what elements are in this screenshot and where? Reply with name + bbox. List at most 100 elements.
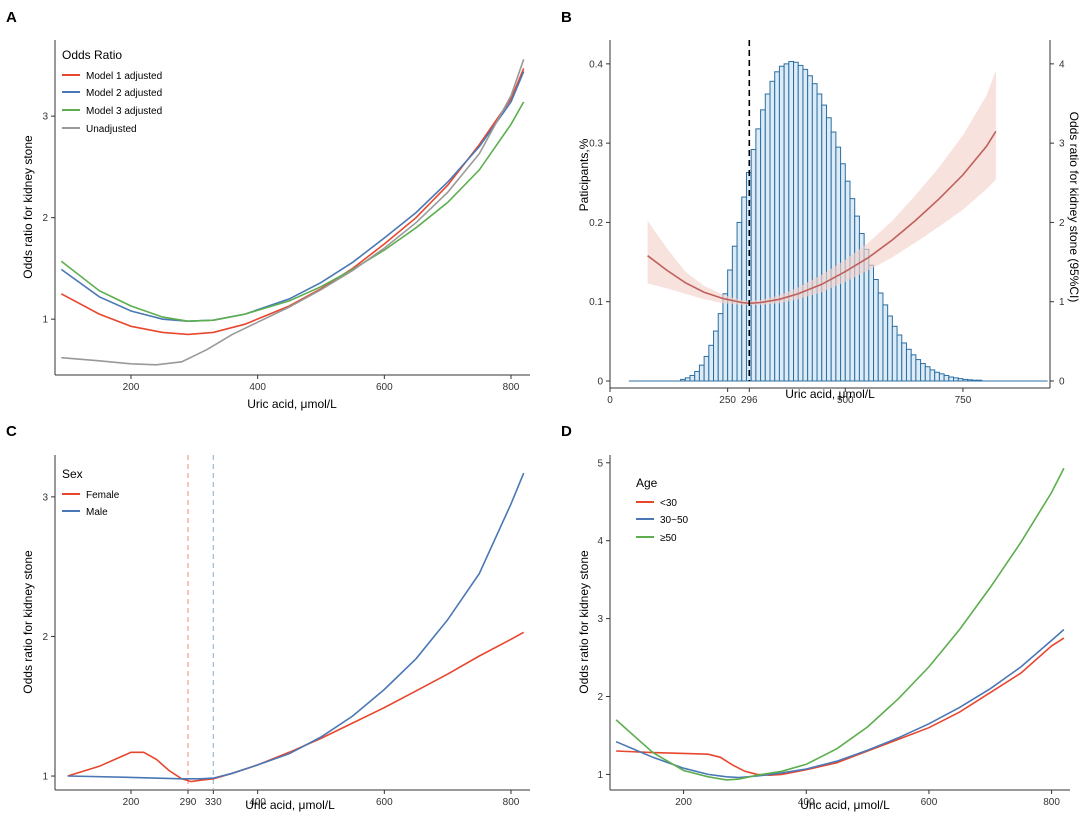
- legend-label-unadjusted: Unadjusted: [86, 124, 137, 135]
- y-axis-title: Odds ratio for kidney stone: [577, 550, 591, 694]
- x-tick-label: 800: [503, 797, 520, 808]
- x-tick-label: 330: [205, 797, 222, 808]
- histogram-bar: [802, 68, 809, 382]
- series-line: [67, 472, 525, 780]
- x-tick-label: 400: [798, 797, 815, 808]
- histogram-bar: [764, 93, 771, 382]
- x-axis-title: Uric acid, μmol/L: [785, 387, 875, 401]
- y-tick-label: 1: [42, 315, 48, 326]
- y-tick-label: 1: [42, 772, 48, 783]
- histogram-bar: [731, 245, 738, 382]
- legend-title: Odds Ratio: [62, 48, 122, 62]
- x-axis-title: Uric acid, μmol/L: [800, 798, 890, 812]
- y-tick-label: 3: [42, 112, 48, 123]
- x-tick-label: 200: [123, 797, 140, 808]
- histogram-bar: [825, 117, 832, 382]
- histogram-bar: [910, 354, 917, 382]
- histogram-bar: [953, 377, 959, 382]
- curve-group: [647, 130, 997, 305]
- legend-title: Age: [636, 476, 658, 490]
- histogram-bar: [948, 376, 955, 382]
- histogram-bar: [905, 348, 912, 382]
- histogram-bar: [722, 293, 729, 382]
- histogram-bar: [929, 369, 936, 382]
- histogram-bar: [689, 374, 696, 382]
- y-tick-label: 3: [42, 492, 48, 503]
- panel-letter-d: D: [561, 423, 572, 440]
- histogram-bar: [797, 64, 804, 382]
- histogram-bar: [887, 315, 893, 382]
- y-tick-label: 0.4: [589, 59, 603, 70]
- y-axis-title-left: Paticipants,%: [577, 138, 591, 211]
- histogram-bar: [877, 292, 884, 382]
- histogram-bar: [938, 373, 945, 382]
- y-tick-label: 1: [1059, 297, 1065, 308]
- histogram-bar: [967, 379, 973, 382]
- histogram-bar: [713, 330, 719, 382]
- histogram-bar: [680, 378, 686, 382]
- y-tick-label: 4: [1059, 59, 1065, 70]
- y-axis-title-right: Odds ratio for kidney stone (95%CI): [1067, 112, 1081, 303]
- tick-group: 200 290 330 400 600 800 1 2 3: [42, 492, 519, 808]
- x-tick-label: 200: [675, 797, 692, 808]
- x-tick-label: 200: [123, 382, 140, 393]
- histogram-bar: [793, 61, 799, 382]
- tick-group: 0 250 296 500 750 0 0.1 0.2 0.3 0.4 0 1 2 3 4: [589, 59, 1065, 406]
- y-tick-label: 2: [597, 692, 603, 703]
- histogram-bar: [934, 371, 940, 382]
- legend-label-30-50: 30~50: [660, 515, 689, 526]
- histogram-bar: [971, 379, 978, 382]
- ci-band: [647, 70, 996, 305]
- series-line: [67, 631, 525, 783]
- curve-group: [67, 472, 525, 783]
- legend: Odds Ratio Model 1 adjusted Model 2 adju…: [62, 48, 162, 135]
- y-tick-label: 2: [1059, 218, 1065, 229]
- y-axis-title: Odds ratio for kidney stone: [21, 550, 35, 694]
- histogram-bar: [708, 344, 715, 382]
- histogram-bar: [830, 131, 837, 382]
- legend-title: Sex: [62, 467, 83, 481]
- histogram-bar: [891, 325, 898, 382]
- x-tick-label: 600: [376, 382, 393, 393]
- series-line: [60, 101, 525, 323]
- histogram-bar: [788, 60, 795, 382]
- tick-group: 200 400 600 800 1 2 3: [42, 112, 519, 393]
- y-tick-label: 2: [42, 213, 48, 224]
- legend: Age <30 30~50 ≥50: [636, 476, 689, 544]
- histogram-bar: [915, 359, 922, 382]
- x-tick-label: 750: [955, 395, 972, 406]
- histogram-bar: [684, 377, 691, 382]
- histogram-bar: [976, 379, 983, 382]
- x-tick-label: 400: [249, 382, 266, 393]
- x-tick-label: 600: [376, 797, 393, 808]
- y-axis-title: Odds ratio for kidney stone: [21, 135, 35, 279]
- histogram-bar: [920, 363, 926, 382]
- histogram-bar: [774, 71, 780, 382]
- x-tick-label: 800: [1043, 797, 1060, 808]
- y-tick-label: 0: [1059, 377, 1065, 388]
- histogram-bar: [868, 264, 875, 382]
- series-line: [61, 59, 525, 366]
- legend: Sex Female Male: [62, 467, 120, 518]
- panel-letter-b: B: [561, 9, 572, 26]
- legend-label-male: Male: [86, 507, 108, 518]
- y-tick-label: 3: [1059, 139, 1065, 150]
- legend-label-under-30: <30: [660, 498, 677, 509]
- panel-b: B 0 250 296 500 750 0 0.1 0.2 0.3 0.4 0 1 2 3 4 Uric a…: [561, 9, 1081, 406]
- x-tick-label: 296: [741, 395, 758, 406]
- histogram-bar: [694, 370, 700, 382]
- x-tick-label: 290: [180, 797, 197, 808]
- histogram-bar: [807, 75, 813, 382]
- histogram-bar: [924, 366, 931, 382]
- legend-label-over-50: ≥50: [660, 533, 677, 544]
- y-tick-label: 2: [42, 632, 48, 643]
- legend-label-model-1: Model 1 adjusted: [86, 71, 162, 82]
- histogram-bar: [783, 63, 790, 382]
- series-line: [60, 71, 525, 323]
- legend-label-female: Female: [86, 490, 120, 501]
- x-tick-label: 800: [503, 382, 520, 393]
- histogram-bar: [750, 148, 757, 382]
- x-axis-title: Uric acid, μmol/L: [247, 397, 337, 411]
- panel-a: A 200 400 600 800 1 2 3 Uric acid, μmol/L Odds…: [6, 9, 530, 411]
